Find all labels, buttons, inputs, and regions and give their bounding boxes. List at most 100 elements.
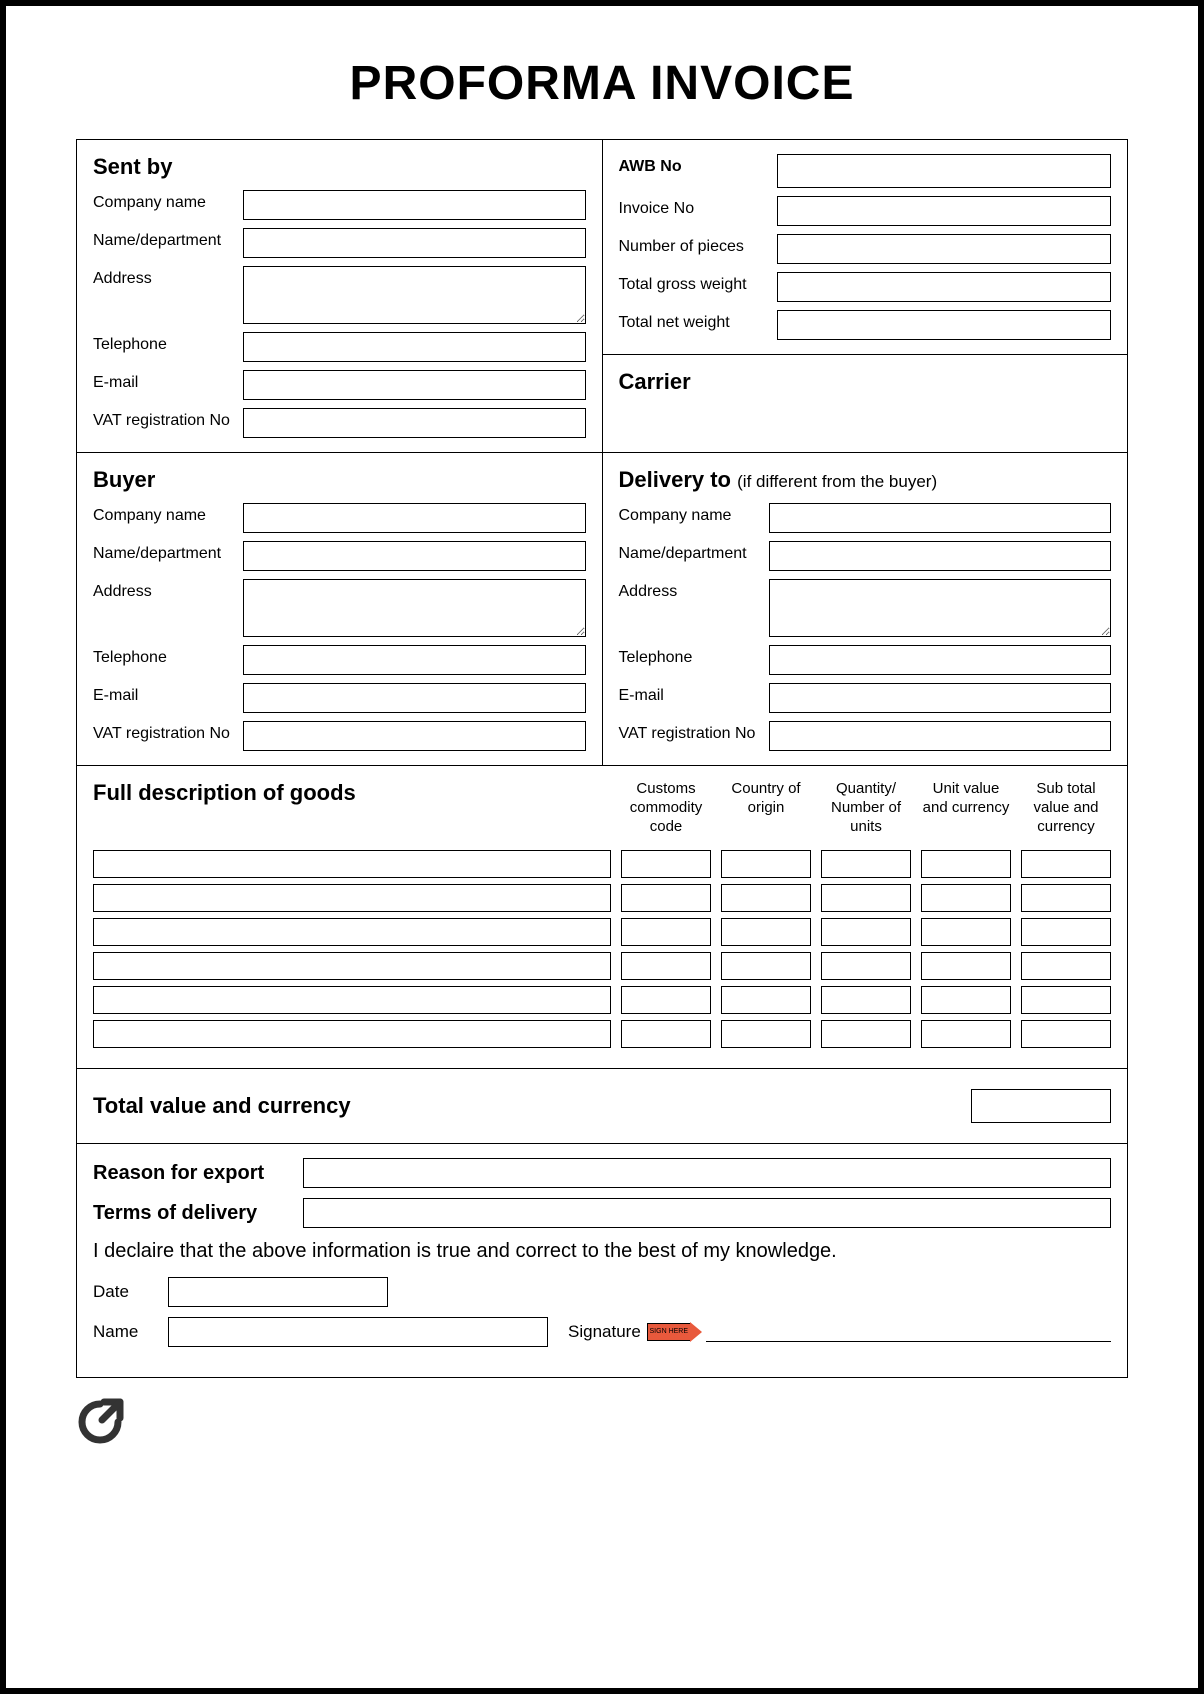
- awb-input[interactable]: [777, 154, 1112, 188]
- goods-unit-input[interactable]: [921, 1020, 1011, 1048]
- sent-company-label: Company name: [93, 190, 243, 212]
- invoice-no-label: Invoice No: [619, 196, 777, 218]
- goods-subtotal-input[interactable]: [1021, 884, 1111, 912]
- goods-desc-input[interactable]: [93, 850, 611, 878]
- pieces-input[interactable]: [777, 234, 1112, 264]
- goods-qty-input[interactable]: [821, 884, 911, 912]
- goods-qty-input[interactable]: [821, 952, 911, 980]
- goods-rows: [93, 850, 1111, 1048]
- goods-qty-input[interactable]: [821, 1020, 911, 1048]
- sent-vat-label: VAT registration No: [93, 408, 243, 430]
- goods-origin-input[interactable]: [721, 884, 811, 912]
- delivery-vat-label: VAT registration No: [619, 721, 769, 743]
- goods-customs-input[interactable]: [621, 884, 711, 912]
- goods-customs-input[interactable]: [621, 918, 711, 946]
- delivery-section: Delivery to (if different from the buyer…: [603, 453, 1128, 765]
- goods-origin-input[interactable]: [721, 850, 811, 878]
- buyer-email-input[interactable]: [243, 683, 586, 713]
- goods-col-unit: Unit value and currency: [921, 780, 1011, 836]
- goods-qty-input[interactable]: [821, 918, 911, 946]
- gross-input[interactable]: [777, 272, 1112, 302]
- top-row: Sent by Company name Name/department Add…: [77, 140, 1127, 452]
- goods-origin-input[interactable]: [721, 1020, 811, 1048]
- net-input[interactable]: [777, 310, 1112, 340]
- signature-line[interactable]: [706, 1322, 1111, 1342]
- buyer-delivery-row: Buyer Company name Name/department Addre…: [77, 452, 1127, 765]
- goods-subtotal-input[interactable]: [1021, 986, 1111, 1014]
- buyer-dept-input[interactable]: [243, 541, 586, 571]
- goods-origin-input[interactable]: [721, 952, 811, 980]
- invoice-no-input[interactable]: [777, 196, 1112, 226]
- goods-subtotal-input[interactable]: [1021, 952, 1111, 980]
- goods-unit-input[interactable]: [921, 918, 1011, 946]
- buyer-title: Buyer: [93, 467, 586, 493]
- sent-address-input[interactable]: [243, 266, 586, 324]
- goods-col-qty: Quantity/ Number of units: [821, 780, 911, 836]
- page-title: PROFORMA INVOICE: [76, 56, 1128, 111]
- goods-subtotal-input[interactable]: [1021, 1020, 1111, 1048]
- buyer-address-label: Address: [93, 579, 243, 601]
- goods-unit-input[interactable]: [921, 952, 1011, 980]
- goods-origin-input[interactable]: [721, 918, 811, 946]
- goods-qty-input[interactable]: [821, 986, 911, 1014]
- delivery-tel-label: Telephone: [619, 645, 769, 667]
- delivery-address-input[interactable]: [769, 579, 1112, 637]
- buyer-email-label: E-mail: [93, 683, 243, 705]
- delivery-vat-input[interactable]: [769, 721, 1112, 751]
- sent-vat-input[interactable]: [243, 408, 586, 438]
- goods-subtotal-input[interactable]: [1021, 918, 1111, 946]
- goods-row: [93, 1020, 1111, 1048]
- goods-customs-input[interactable]: [621, 952, 711, 980]
- total-label: Total value and currency: [93, 1093, 971, 1119]
- total-input[interactable]: [971, 1089, 1111, 1123]
- buyer-address-input[interactable]: [243, 579, 586, 637]
- goods-unit-input[interactable]: [921, 850, 1011, 878]
- goods-section: Full description of goods Customs commod…: [77, 765, 1127, 1069]
- goods-unit-input[interactable]: [921, 986, 1011, 1014]
- declaration-text: I declaire that the above information is…: [93, 1240, 1111, 1263]
- date-input[interactable]: [168, 1277, 388, 1307]
- goods-qty-input[interactable]: [821, 850, 911, 878]
- buyer-tel-input[interactable]: [243, 645, 586, 675]
- delivery-dept-input[interactable]: [769, 541, 1112, 571]
- goods-desc-input[interactable]: [93, 986, 611, 1014]
- goods-origin-input[interactable]: [721, 986, 811, 1014]
- buyer-vat-input[interactable]: [243, 721, 586, 751]
- delivery-company-input[interactable]: [769, 503, 1112, 533]
- sign-here-icon: SIGN HERE: [647, 1322, 702, 1342]
- delivery-email-label: E-mail: [619, 683, 769, 705]
- delivery-tel-input[interactable]: [769, 645, 1112, 675]
- name-input[interactable]: [168, 1317, 548, 1347]
- sent-email-input[interactable]: [243, 370, 586, 400]
- buyer-dept-label: Name/department: [93, 541, 243, 563]
- goods-col-origin: Country of origin: [721, 780, 811, 836]
- goods-col-customs: Customs commodity code: [621, 780, 711, 836]
- goods-row: [93, 884, 1111, 912]
- reason-input[interactable]: [303, 1158, 1111, 1188]
- net-label: Total net weight: [619, 310, 777, 332]
- goods-desc-input[interactable]: [93, 1020, 611, 1048]
- buyer-company-input[interactable]: [243, 503, 586, 533]
- sent-by-section: Sent by Company name Name/department Add…: [77, 140, 602, 452]
- goods-desc-input[interactable]: [93, 884, 611, 912]
- delivery-email-input[interactable]: [769, 683, 1112, 713]
- goods-desc-input[interactable]: [93, 918, 611, 946]
- sent-company-input[interactable]: [243, 190, 586, 220]
- goods-unit-input[interactable]: [921, 884, 1011, 912]
- goods-subtotal-input[interactable]: [1021, 850, 1111, 878]
- signature-label: Signature: [568, 1322, 641, 1342]
- name-label: Name: [93, 1322, 148, 1342]
- sent-dept-input[interactable]: [243, 228, 586, 258]
- terms-input[interactable]: [303, 1198, 1111, 1228]
- date-label: Date: [93, 1282, 148, 1302]
- goods-desc-input[interactable]: [93, 952, 611, 980]
- sent-tel-input[interactable]: [243, 332, 586, 362]
- goods-customs-input[interactable]: [621, 986, 711, 1014]
- reason-label: Reason for export: [93, 1162, 303, 1185]
- buyer-section: Buyer Company name Name/department Addre…: [77, 453, 602, 765]
- goods-customs-input[interactable]: [621, 1020, 711, 1048]
- sent-tel-label: Telephone: [93, 332, 243, 354]
- carrier-section: Carrier: [603, 355, 1128, 447]
- total-row: Total value and currency: [77, 1069, 1127, 1144]
- goods-customs-input[interactable]: [621, 850, 711, 878]
